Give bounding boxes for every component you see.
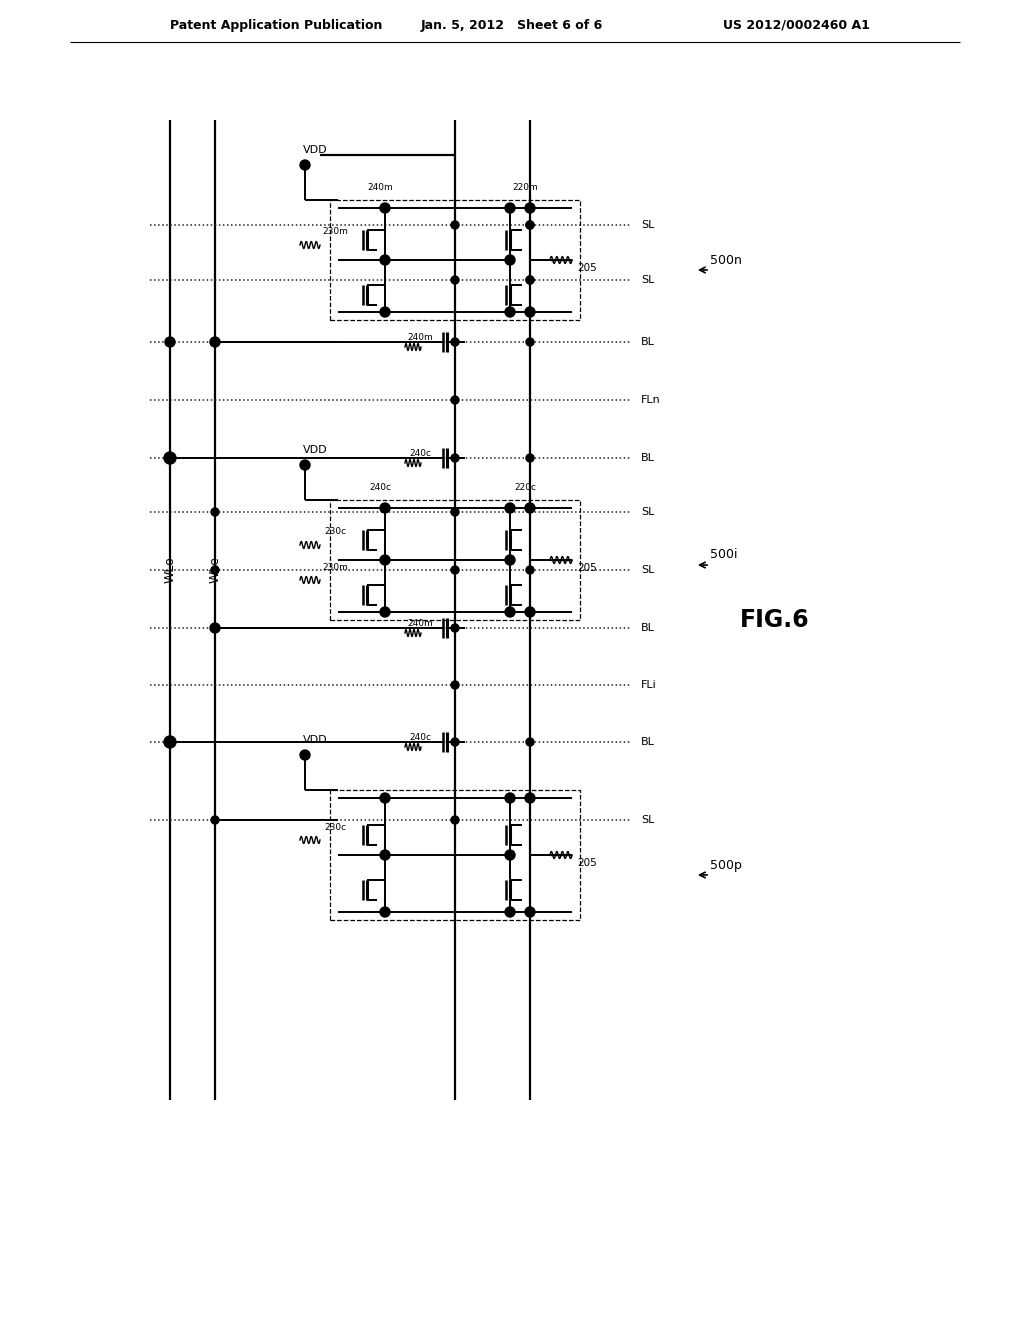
Circle shape (451, 566, 459, 574)
Circle shape (380, 907, 390, 917)
Circle shape (526, 276, 534, 284)
Text: BL: BL (641, 737, 655, 747)
Bar (330, 789, 580, 920)
Circle shape (505, 203, 515, 213)
Text: SL: SL (641, 220, 654, 230)
Text: 205: 205 (577, 858, 597, 869)
Circle shape (380, 503, 390, 513)
Text: SL: SL (641, 814, 654, 825)
Text: 240m: 240m (368, 183, 393, 193)
Circle shape (380, 607, 390, 616)
Text: 240m: 240m (408, 619, 433, 627)
Circle shape (505, 308, 515, 317)
Circle shape (505, 793, 515, 803)
Circle shape (300, 750, 310, 760)
Circle shape (380, 255, 390, 265)
Text: 500p: 500p (710, 858, 741, 871)
Text: WLo: WLo (164, 557, 176, 583)
Circle shape (451, 338, 459, 346)
Circle shape (525, 607, 535, 616)
Circle shape (451, 396, 459, 404)
Circle shape (451, 681, 459, 689)
Circle shape (526, 566, 534, 574)
Text: 500n: 500n (710, 253, 741, 267)
Circle shape (505, 554, 515, 565)
Circle shape (525, 503, 535, 513)
Text: 220m: 220m (512, 183, 538, 193)
Circle shape (211, 338, 219, 346)
Circle shape (526, 276, 534, 284)
Circle shape (380, 793, 390, 803)
Circle shape (526, 220, 534, 228)
Text: 230m: 230m (323, 562, 348, 572)
Circle shape (210, 337, 220, 347)
Text: SL: SL (641, 507, 654, 517)
Circle shape (526, 738, 534, 746)
Text: VDD: VDD (303, 445, 328, 455)
Text: FLi: FLi (641, 680, 656, 690)
Circle shape (451, 276, 459, 284)
Circle shape (300, 160, 310, 170)
Circle shape (505, 607, 515, 616)
Circle shape (505, 503, 515, 513)
Circle shape (525, 793, 535, 803)
Circle shape (451, 816, 459, 824)
Circle shape (211, 508, 219, 516)
Circle shape (526, 454, 534, 462)
Circle shape (526, 338, 534, 346)
Circle shape (505, 850, 515, 861)
Circle shape (525, 907, 535, 917)
Circle shape (300, 459, 310, 470)
Text: 205: 205 (577, 564, 597, 573)
Circle shape (451, 220, 459, 228)
Text: US 2012/0002460 A1: US 2012/0002460 A1 (723, 18, 870, 32)
Text: 230m: 230m (323, 227, 348, 236)
Circle shape (164, 737, 176, 748)
Text: Patent Application Publication: Patent Application Publication (170, 18, 382, 32)
Circle shape (380, 850, 390, 861)
Text: 240c: 240c (369, 483, 391, 492)
Circle shape (525, 308, 535, 317)
Circle shape (210, 623, 220, 634)
Circle shape (164, 451, 176, 465)
Text: FIG.6: FIG.6 (740, 609, 810, 632)
Text: BL: BL (641, 453, 655, 463)
Text: 230c: 230c (324, 822, 346, 832)
Text: 220c: 220c (514, 483, 536, 492)
Circle shape (451, 738, 459, 746)
Circle shape (526, 220, 534, 228)
Circle shape (211, 566, 219, 574)
Text: BL: BL (641, 337, 655, 347)
Text: WLe: WLe (209, 557, 221, 583)
Text: 230c: 230c (324, 528, 346, 536)
Circle shape (505, 255, 515, 265)
Circle shape (165, 337, 175, 347)
Bar (330, 201, 580, 319)
Text: 240c: 240c (409, 449, 431, 458)
Circle shape (380, 554, 390, 565)
Text: VDD: VDD (303, 735, 328, 744)
Circle shape (451, 454, 459, 462)
Text: 205: 205 (577, 263, 597, 273)
Text: Jan. 5, 2012   Sheet 6 of 6: Jan. 5, 2012 Sheet 6 of 6 (421, 18, 603, 32)
Circle shape (451, 508, 459, 516)
Circle shape (505, 907, 515, 917)
Text: SL: SL (641, 565, 654, 576)
Text: 500i: 500i (710, 549, 737, 561)
Circle shape (525, 203, 535, 213)
Text: 240c: 240c (409, 733, 431, 742)
Circle shape (211, 624, 219, 632)
Text: FLn: FLn (641, 395, 660, 405)
Circle shape (380, 203, 390, 213)
Text: SL: SL (641, 275, 654, 285)
Circle shape (380, 308, 390, 317)
Circle shape (451, 624, 459, 632)
Circle shape (211, 816, 219, 824)
Bar (330, 500, 580, 620)
Text: 240m: 240m (408, 333, 433, 342)
Text: VDD: VDD (303, 145, 328, 154)
Text: BL: BL (641, 623, 655, 634)
